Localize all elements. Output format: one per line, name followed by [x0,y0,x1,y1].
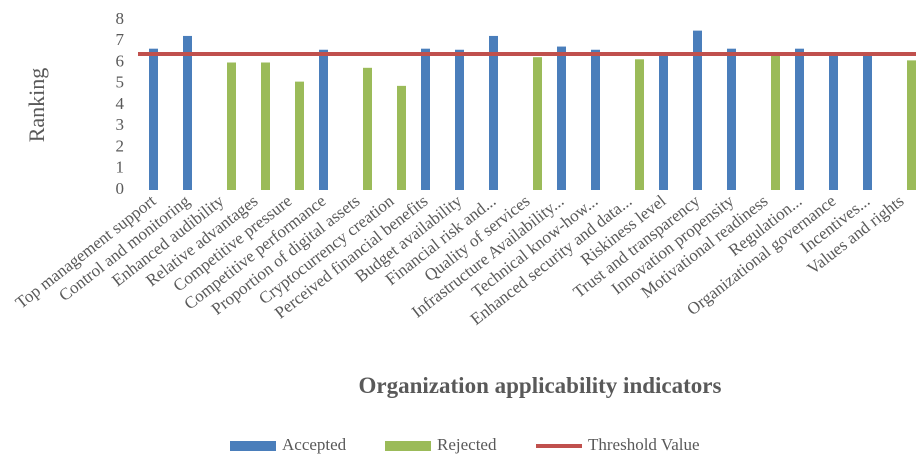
bar [397,85,406,190]
bar [319,49,328,190]
bar [455,49,464,190]
bar [295,81,304,190]
bar [771,55,780,190]
bar [659,55,668,190]
legend-swatch [385,441,431,451]
bar [907,60,916,190]
y-tick-label: 0 [116,179,125,198]
y-tick-label: 3 [116,115,125,134]
y-tick-label: 4 [116,94,125,113]
bar [533,57,542,190]
bar [261,62,270,190]
legend-swatch [230,441,276,451]
y-tick-label: 7 [116,30,125,49]
bar [183,35,192,190]
y-tick-label: 1 [116,158,125,177]
y-tick-label: 2 [116,136,125,155]
bar [149,48,158,190]
bar [557,46,566,190]
bar [421,48,430,190]
bar [227,62,236,190]
bar [635,59,644,190]
y-axis-label: Ranking [24,68,49,143]
bar [591,49,600,190]
bar [489,35,498,190]
bar [795,48,804,190]
legend-label: Accepted [282,435,347,454]
y-tick-label: 6 [116,51,125,70]
bar [693,30,702,190]
bar [727,48,736,190]
bar [829,54,838,190]
legend-label: Rejected [437,435,497,454]
y-tick-label: 5 [116,73,125,92]
bar [363,67,372,190]
legend-label: Threshold Value [588,435,700,454]
y-tick-label: 8 [116,9,125,28]
x-axis-label: Organization applicability indicators [359,373,722,398]
bar [863,54,872,190]
